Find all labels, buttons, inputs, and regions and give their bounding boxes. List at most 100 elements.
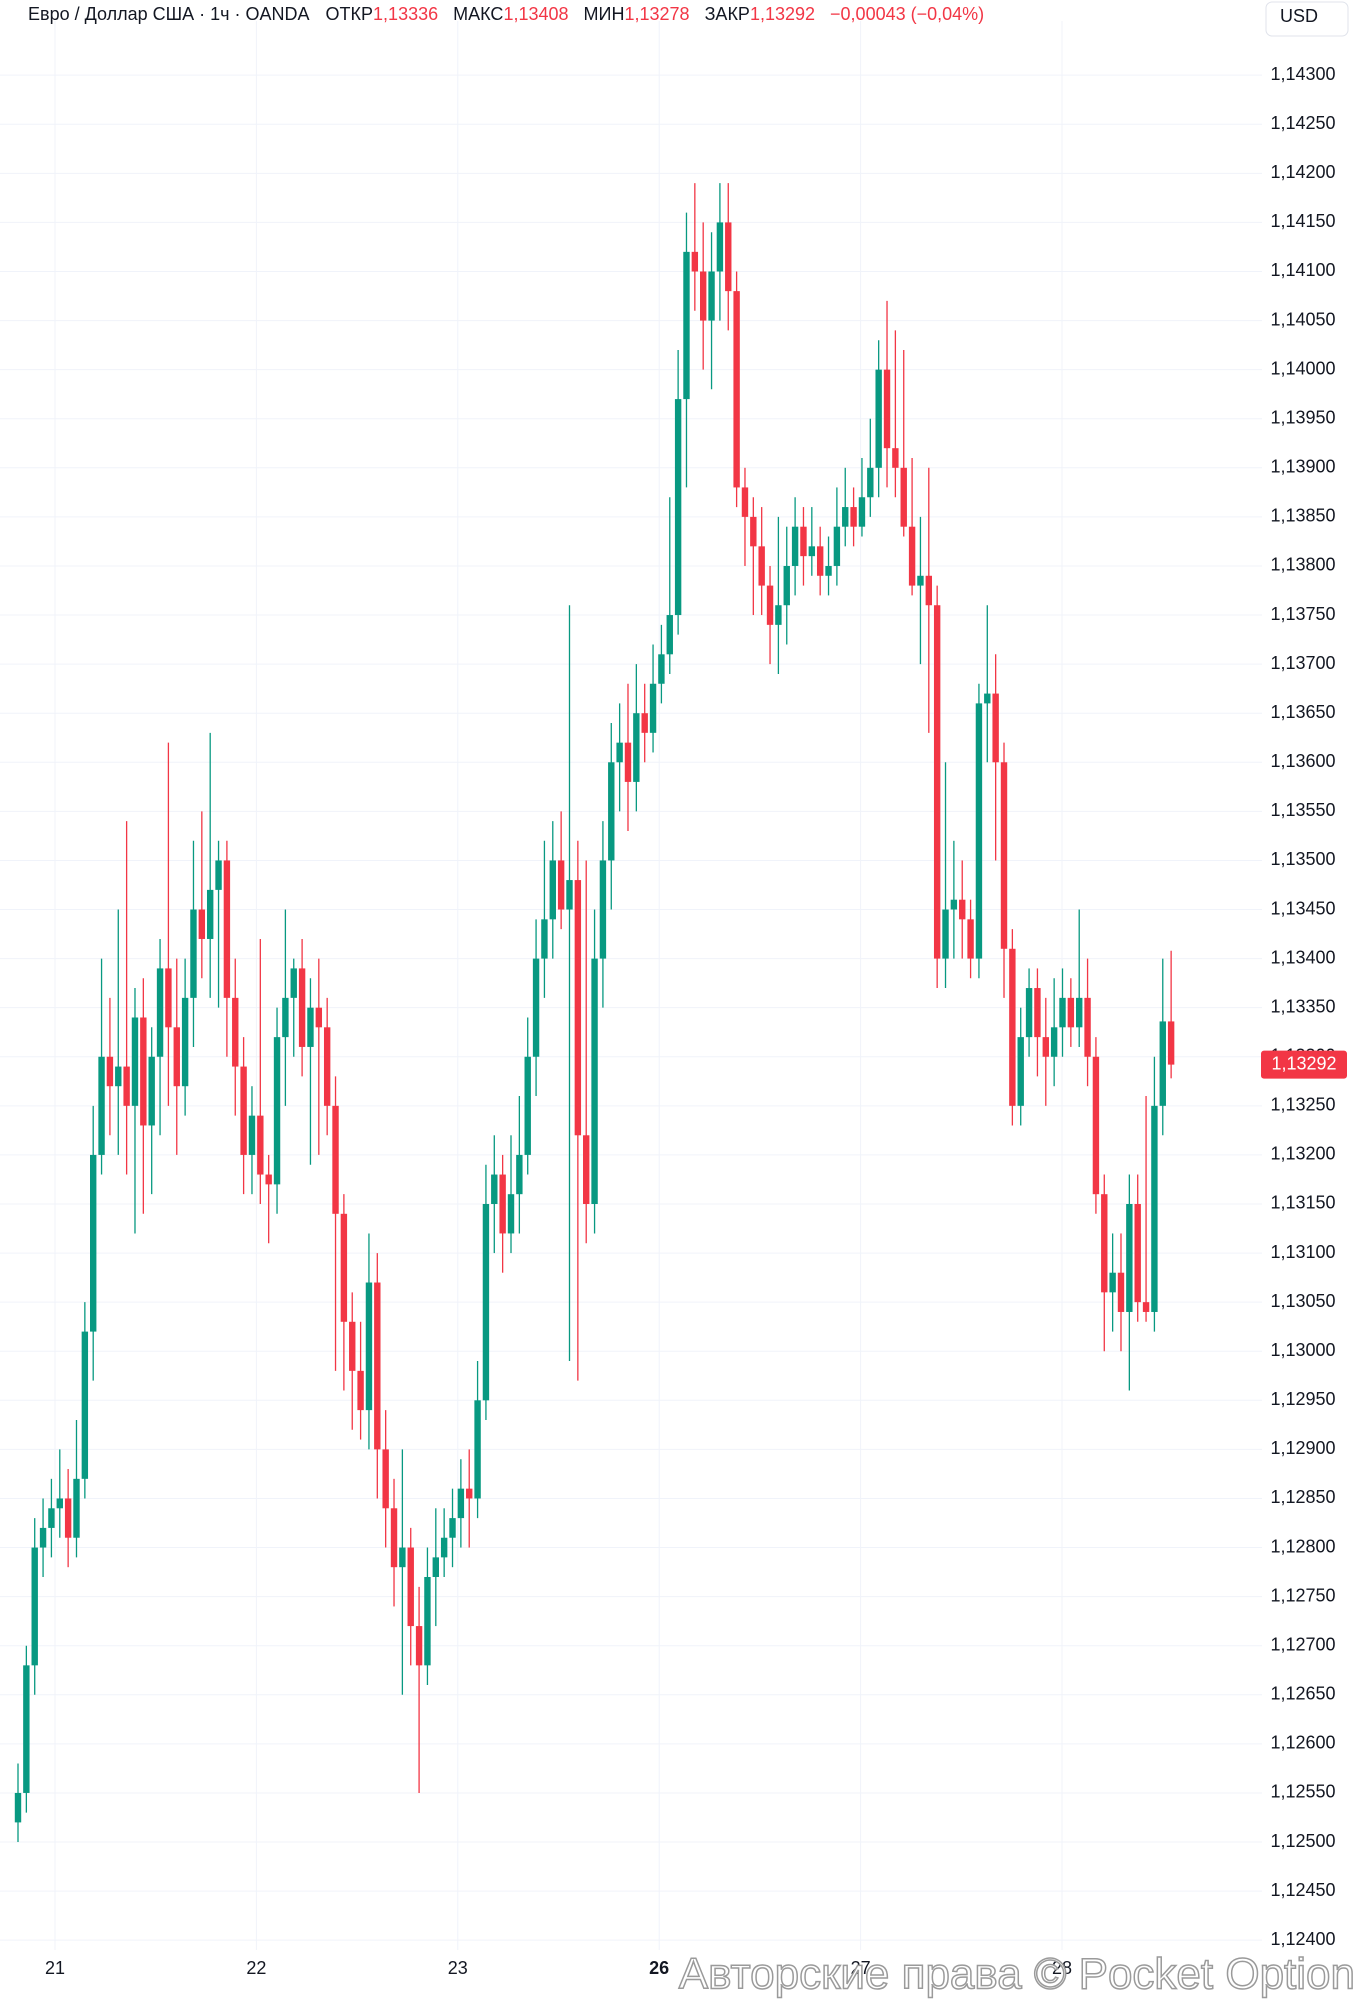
candle-body <box>691 251 699 272</box>
candle-body <box>633 713 640 782</box>
y-tick-label: 1,14200 <box>1270 162 1335 182</box>
y-tick-label: 1,13600 <box>1270 751 1335 771</box>
candle-body <box>507 1194 515 1234</box>
candle-body <box>432 1557 439 1577</box>
candle-body <box>165 968 172 1028</box>
candle-body <box>992 693 999 763</box>
candle-body <box>156 968 164 1057</box>
candle-body <box>858 497 866 527</box>
x-tick-label: 28 <box>1052 1958 1072 1978</box>
candle-body <box>750 516 757 547</box>
y-tick-label: 1,13250 <box>1270 1095 1335 1115</box>
y-tick-label: 1,12750 <box>1270 1585 1335 1605</box>
candle-body <box>323 1027 331 1106</box>
candle-body <box>223 860 231 998</box>
candle-body <box>365 1282 373 1411</box>
candle-body <box>842 507 849 527</box>
y-tick-label: 1,13400 <box>1270 947 1335 967</box>
candle-body <box>257 1115 264 1175</box>
candle-body <box>1084 997 1091 1057</box>
y-tick-label: 1,14250 <box>1270 113 1335 133</box>
candle-body <box>290 968 297 998</box>
candle-body <box>31 1547 38 1666</box>
y-tick-label: 1,12850 <box>1270 1487 1335 1507</box>
y-tick-label: 1,12400 <box>1270 1929 1335 1949</box>
candle-body <box>424 1576 431 1666</box>
candle-body <box>1076 997 1083 1028</box>
candle-body <box>48 1508 55 1528</box>
candle-body <box>457 1488 465 1519</box>
candle-body <box>1017 1037 1024 1106</box>
candle-body <box>808 546 816 557</box>
y-tick-label: 1,13150 <box>1270 1193 1335 1213</box>
candle-body <box>933 605 941 959</box>
candle-body <box>198 909 206 939</box>
candle-body <box>532 958 540 1057</box>
candle-body <box>73 1478 80 1538</box>
candle-body <box>984 693 991 704</box>
candle-body <box>867 467 874 498</box>
candle-body <box>775 605 782 625</box>
candle-body <box>599 860 607 959</box>
candle-body <box>349 1321 356 1371</box>
candle-body <box>733 291 740 488</box>
candle-body <box>440 1537 448 1558</box>
candle-body <box>516 1154 523 1195</box>
x-tick-label: 22 <box>246 1958 266 1978</box>
candle-body <box>666 615 673 655</box>
y-tick-label: 1,12450 <box>1270 1880 1335 1900</box>
candle-body <box>190 909 197 998</box>
candle-body <box>357 1370 364 1411</box>
candle-body <box>248 1115 256 1155</box>
candle-body <box>1000 762 1008 949</box>
candle-body <box>825 565 832 576</box>
candle-body <box>1167 1021 1175 1065</box>
candle-body <box>967 919 974 959</box>
candle-body <box>950 899 958 910</box>
y-tick-label: 1,12650 <box>1270 1684 1335 1704</box>
y-tick-label: 1,14150 <box>1270 211 1335 231</box>
candle-body <box>390 1508 398 1568</box>
candle-body <box>482 1203 490 1401</box>
candle-body <box>883 369 891 449</box>
y-tick-label: 1,13050 <box>1270 1291 1335 1311</box>
y-tick-label: 1,13950 <box>1270 407 1335 427</box>
candle-body <box>273 1037 281 1185</box>
candle-body <box>816 546 824 576</box>
candle-body <box>215 860 222 890</box>
y-tick-label: 1,12500 <box>1270 1831 1335 1851</box>
candle-body <box>298 968 306 1047</box>
currency[interactable]: USD <box>1280 6 1318 26</box>
candle-body <box>407 1547 414 1627</box>
y-tick-label: 1,13850 <box>1270 506 1335 526</box>
candle-body <box>975 703 983 959</box>
candle-body <box>1050 1027 1058 1057</box>
candle-body <box>800 526 807 557</box>
currency-box[interactable] <box>1265 1 1349 37</box>
candle-body <box>206 889 214 939</box>
y-tick-label: 1,13350 <box>1270 996 1335 1016</box>
candle-body <box>766 585 774 625</box>
y-tick-label: 1,13900 <box>1270 457 1335 477</box>
y-tick-label: 1,12950 <box>1270 1389 1335 1409</box>
candle-body <box>131 1017 139 1106</box>
candle-body <box>917 575 924 586</box>
candle-body <box>833 526 841 566</box>
candle-body <box>81 1331 89 1479</box>
candle-body <box>98 1056 105 1155</box>
y-tick-label: 1,13200 <box>1270 1144 1335 1164</box>
y-tick-label: 1,12800 <box>1270 1536 1335 1556</box>
x-tick-label: 26 <box>649 1958 669 1978</box>
last-price-box <box>1261 1050 1347 1079</box>
candle-body <box>1109 1272 1116 1293</box>
symbol: Евро / Доллар США · 1ч · OANDA <box>28 4 310 24</box>
candle-body <box>466 1488 473 1499</box>
candle-body <box>1009 948 1016 1106</box>
chart-header: Евро / Доллар США · 1ч · OANDA ОТКР1,133… <box>28 4 984 24</box>
candle-body <box>566 880 573 910</box>
candle-body <box>332 1105 339 1214</box>
candle-body <box>106 1056 114 1087</box>
y-tick-label: 1,14050 <box>1270 309 1335 329</box>
y-tick-label: 1,14100 <box>1270 260 1335 280</box>
y-tick-label: 1,12700 <box>1270 1634 1335 1654</box>
